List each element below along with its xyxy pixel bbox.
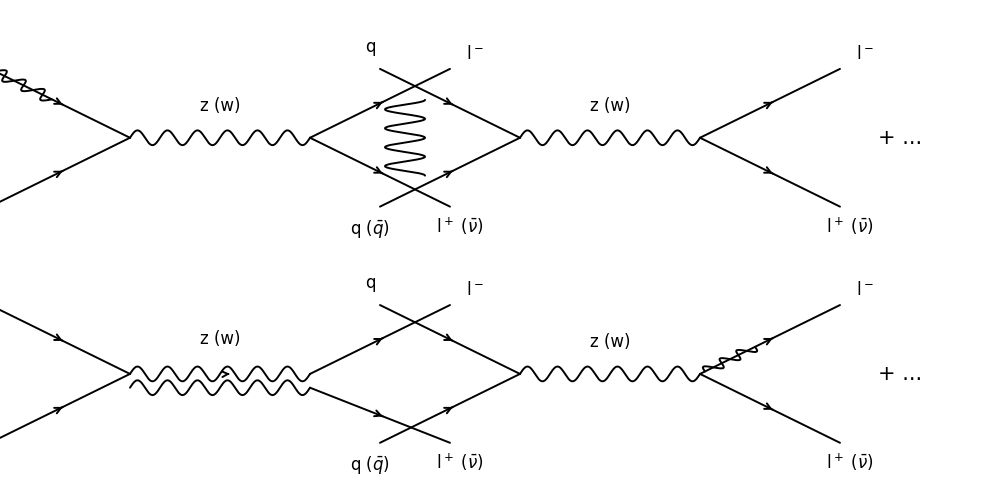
Text: q $(\bar{q})$: q $(\bar{q})$ (350, 218, 390, 240)
Text: l$^-$: l$^-$ (466, 281, 484, 299)
Text: l$^-$: l$^-$ (466, 45, 484, 63)
Text: q: q (365, 38, 375, 56)
Text: z (w): z (w) (590, 97, 630, 115)
Text: + ...: + ... (878, 364, 922, 384)
Text: q $(\bar{q})$: q $(\bar{q})$ (350, 454, 390, 476)
Text: z (w): z (w) (590, 333, 630, 351)
Text: l$^+$ $(\bar{\nu})$: l$^+$ $(\bar{\nu})$ (436, 215, 484, 237)
Text: l$^+$ $(\bar{\nu})$: l$^+$ $(\bar{\nu})$ (436, 452, 484, 473)
Text: l$^-$: l$^-$ (856, 281, 874, 299)
Text: l$^+$ $(\bar{\nu})$: l$^+$ $(\bar{\nu})$ (826, 215, 874, 237)
Text: l$^+$ $(\bar{\nu})$: l$^+$ $(\bar{\nu})$ (826, 452, 874, 473)
Text: q: q (365, 274, 375, 292)
Text: l$^-$: l$^-$ (856, 45, 874, 63)
Text: + ...: + ... (878, 128, 922, 148)
Text: z (w): z (w) (200, 331, 240, 348)
Text: z (w): z (w) (200, 97, 240, 115)
